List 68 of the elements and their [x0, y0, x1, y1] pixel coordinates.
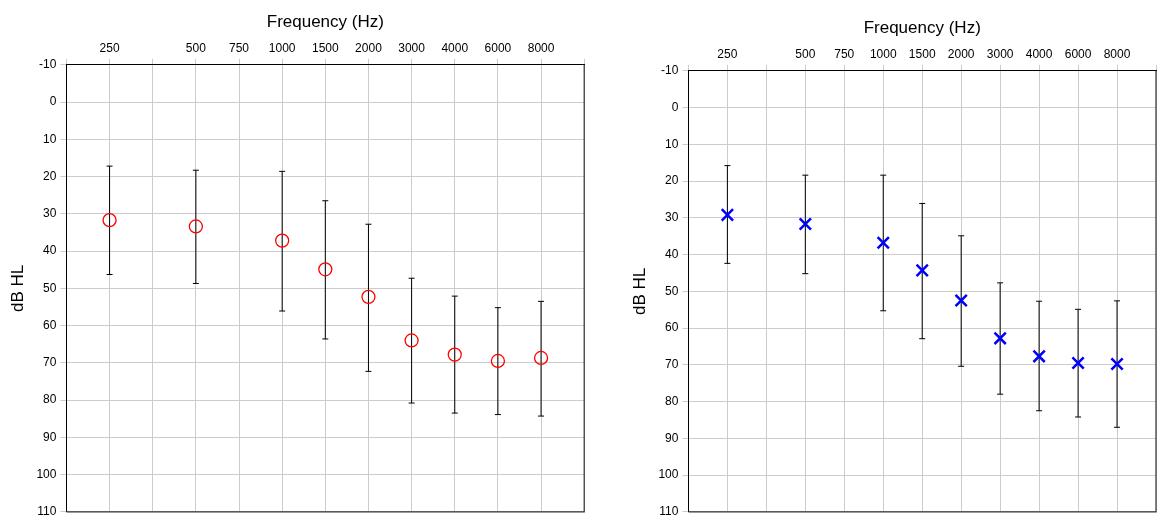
- x-tick-label: 2000: [947, 46, 975, 61]
- x-tick-label: 1000: [869, 46, 897, 61]
- point: [275, 233, 290, 248]
- x-tick-label: 1500: [908, 46, 936, 61]
- y-tick-label: 70: [665, 357, 679, 372]
- y-tick-label: 0: [671, 99, 679, 114]
- point: [1071, 356, 1085, 370]
- y-tick-label: 100: [36, 466, 57, 481]
- point: [188, 219, 204, 234]
- x-tick-label: 750: [834, 46, 855, 61]
- x-tick-label: 500: [185, 40, 207, 55]
- y-tick-label: -10: [661, 63, 679, 78]
- y-tick-label: 60: [43, 317, 57, 332]
- y-tick-label: 10: [43, 131, 57, 146]
- point: [404, 333, 419, 348]
- point: [1110, 357, 1124, 371]
- y-tick-label: 80: [43, 392, 57, 407]
- y-tick-label: 100: [658, 467, 679, 482]
- point: [447, 347, 462, 362]
- x-tick-label: 3000: [398, 40, 426, 55]
- point: [798, 217, 813, 231]
- x-tick-label: 250: [717, 46, 738, 61]
- x-tick-label: 8000: [1103, 46, 1131, 61]
- y-tick-label: 30: [665, 210, 679, 225]
- point: [490, 353, 506, 369]
- y-tick-label: 10: [665, 136, 679, 151]
- x-tick-label: 750: [229, 40, 250, 55]
- point: [915, 263, 930, 278]
- y-axis-title: dB HL: [7, 264, 27, 312]
- x-tick-label: 3000: [986, 46, 1014, 61]
- y-tick-label: 60: [665, 320, 679, 335]
- x-tick-label: 8000: [527, 40, 555, 55]
- y-tick-label: 90: [665, 430, 679, 445]
- y-tick-label: 20: [665, 173, 679, 188]
- point: [1032, 349, 1047, 364]
- y-tick-label: 110: [659, 504, 679, 519]
- x-tick-label: 500: [795, 46, 816, 61]
- x-tick-label: 6000: [1064, 46, 1092, 61]
- y-tick-label: 0: [49, 94, 57, 109]
- point: [102, 212, 117, 228]
- x-tick-label: 250: [99, 40, 120, 55]
- y-tick-label: 80: [665, 393, 679, 408]
- point: [993, 331, 1008, 346]
- x-axis-title: Frequency (Hz): [863, 17, 981, 37]
- point: [954, 293, 969, 308]
- point: [318, 262, 333, 277]
- y-tick-label: 110: [37, 504, 57, 519]
- point: [533, 350, 549, 366]
- x-tick-label: 1500: [311, 40, 339, 55]
- y-tick-label: 50: [665, 283, 679, 298]
- x-tick-label: 6000: [484, 40, 512, 55]
- y-tick-label: 40: [665, 246, 679, 261]
- x-axis-title: Frequency (Hz): [266, 11, 384, 31]
- y-tick-label: 30: [43, 206, 57, 221]
- x-tick-label: 2000: [355, 40, 383, 55]
- point: [876, 235, 891, 250]
- y-tick-label: 20: [43, 168, 57, 183]
- y-tick-label: 50: [43, 280, 57, 295]
- point: [361, 289, 376, 305]
- x-tick-label: 4000: [441, 40, 469, 55]
- y-tick-label: -10: [39, 57, 57, 72]
- y-tick-label: 70: [43, 355, 57, 370]
- y-tick-label: 40: [43, 243, 57, 258]
- y-tick-label: 90: [43, 429, 57, 444]
- y-axis-title: dB HL: [629, 267, 649, 315]
- x-tick-label: 1000: [268, 40, 296, 55]
- point: [720, 207, 735, 222]
- x-tick-label: 4000: [1025, 46, 1053, 61]
